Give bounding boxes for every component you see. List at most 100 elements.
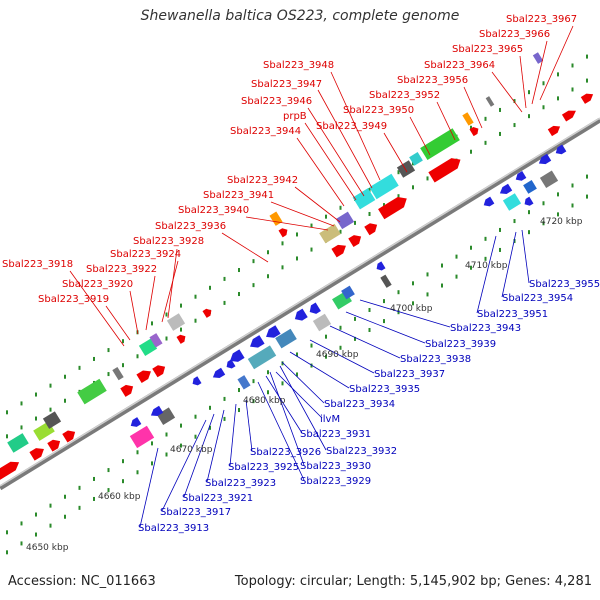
- tick-dot: [571, 63, 574, 68]
- gene-shape: [130, 417, 142, 427]
- tick-dot: [339, 345, 342, 350]
- tick-dot: [35, 512, 37, 517]
- gene-arrow: [309, 302, 321, 314]
- gene-arrow: [250, 335, 265, 348]
- tick-dot: [223, 276, 226, 281]
- gene-label: Sbal223_3924: [110, 249, 181, 260]
- scale-label-4720: 4720 kbp: [540, 217, 583, 227]
- gene-arrow: [348, 235, 362, 248]
- tick-dot: [484, 140, 487, 145]
- gene-shape: [29, 448, 44, 461]
- gene-shape: [348, 235, 362, 248]
- gene-shape: [152, 365, 166, 378]
- genome-backbone-highlight: [0, 117, 600, 487]
- tick-dot: [499, 107, 501, 112]
- gene-arrow: [192, 376, 202, 386]
- tick-dot: [122, 339, 124, 344]
- label-leader: [289, 351, 350, 389]
- tick-dot: [484, 256, 487, 261]
- gene-shape: [192, 376, 202, 386]
- gene-shape: [524, 196, 534, 206]
- gene-shape: [62, 430, 76, 443]
- map-title: Shewanella baltica OS223, complete genom…: [140, 8, 460, 24]
- tick-dot: [165, 452, 168, 457]
- gene-shape: [483, 196, 495, 207]
- tick-dot: [64, 514, 66, 519]
- tick-dot: [571, 87, 574, 92]
- gene-box: [247, 345, 277, 370]
- gene-label: Sbal223_3947: [251, 79, 322, 90]
- gene-label: Sbal223_3923: [205, 478, 276, 489]
- gene-box: [539, 170, 559, 189]
- tick-dot: [441, 263, 443, 268]
- gene-shape: [77, 378, 107, 405]
- tick-dot: [281, 361, 284, 366]
- tick-dot: [354, 336, 356, 341]
- gene-label: prpB: [283, 111, 307, 122]
- label-leader: [359, 299, 451, 328]
- tick-dot: [20, 425, 23, 430]
- tick-dot: [122, 479, 124, 484]
- gene-box: [129, 425, 155, 449]
- tick-dot: [20, 521, 23, 526]
- gene-arrow: [294, 308, 308, 321]
- label-leader: [463, 86, 483, 129]
- gene-shape: [502, 193, 522, 211]
- gene-label: Sbal223_3938: [400, 354, 471, 365]
- tick-dot: [542, 201, 545, 206]
- gene-shape: [515, 171, 527, 181]
- gene-shape: [112, 366, 124, 381]
- gene-shape: [138, 338, 158, 357]
- gene-label: Sbal223_3921: [182, 493, 253, 504]
- gene-label: Sbal223_3917: [160, 507, 231, 518]
- tick-dot: [49, 383, 52, 388]
- topology-text: Topology: circular; Length: 5,145,902 bp…: [234, 574, 592, 589]
- label-leader: [257, 381, 305, 481]
- gene-shape: [42, 411, 62, 429]
- label-leader: [265, 375, 303, 434]
- gene-shape: [278, 228, 288, 238]
- gene-box: [409, 151, 423, 166]
- tick-dot: [528, 90, 530, 95]
- gene-arrow: [499, 183, 513, 194]
- tick-dot: [238, 388, 240, 393]
- tick-dot: [484, 236, 487, 241]
- tick-dot: [528, 210, 530, 215]
- tick-dot: [383, 203, 385, 208]
- gene-label: Sbal223_3964: [424, 60, 495, 71]
- gene-shape: [378, 197, 407, 220]
- gene-label: Sbal223_3928: [133, 236, 204, 247]
- gene-label: Sbal223_3942: [227, 175, 298, 186]
- gene-shape: [341, 285, 355, 300]
- tick-dot: [49, 523, 52, 528]
- tick-dot: [368, 211, 371, 216]
- tick-dot: [499, 227, 501, 232]
- gene-shape: [7, 433, 29, 453]
- gene-box: [149, 333, 163, 348]
- tick-dot: [122, 363, 124, 368]
- gene-shape: [335, 211, 355, 230]
- scale-label-4650: 4650 kbp: [26, 543, 69, 553]
- tick-dot: [151, 461, 153, 466]
- gene-label: Sbal223_3967: [506, 14, 577, 25]
- tick-dot: [252, 259, 255, 264]
- label-leader: [269, 371, 305, 466]
- tick-dot: [78, 365, 81, 370]
- tick-dot: [397, 194, 400, 199]
- gene-label: Sbal223_3940: [178, 205, 249, 216]
- tick-dot: [136, 354, 139, 359]
- tick-dot: [542, 81, 545, 86]
- gene-shape: [420, 128, 460, 161]
- gene-arrow: [130, 417, 142, 427]
- label-leader: [383, 132, 408, 173]
- gene-label: Sbal223_3936: [155, 221, 226, 232]
- gene-arrow: [278, 228, 288, 238]
- label-leader: [304, 122, 357, 201]
- tick-dot: [194, 294, 197, 299]
- scale-label-4710: 4710 kbp: [465, 261, 508, 271]
- tick-dot: [557, 212, 559, 217]
- gene-shape: [230, 349, 245, 362]
- tick-dot: [78, 485, 81, 490]
- tick-dot: [455, 254, 458, 259]
- label-leader: [501, 231, 517, 298]
